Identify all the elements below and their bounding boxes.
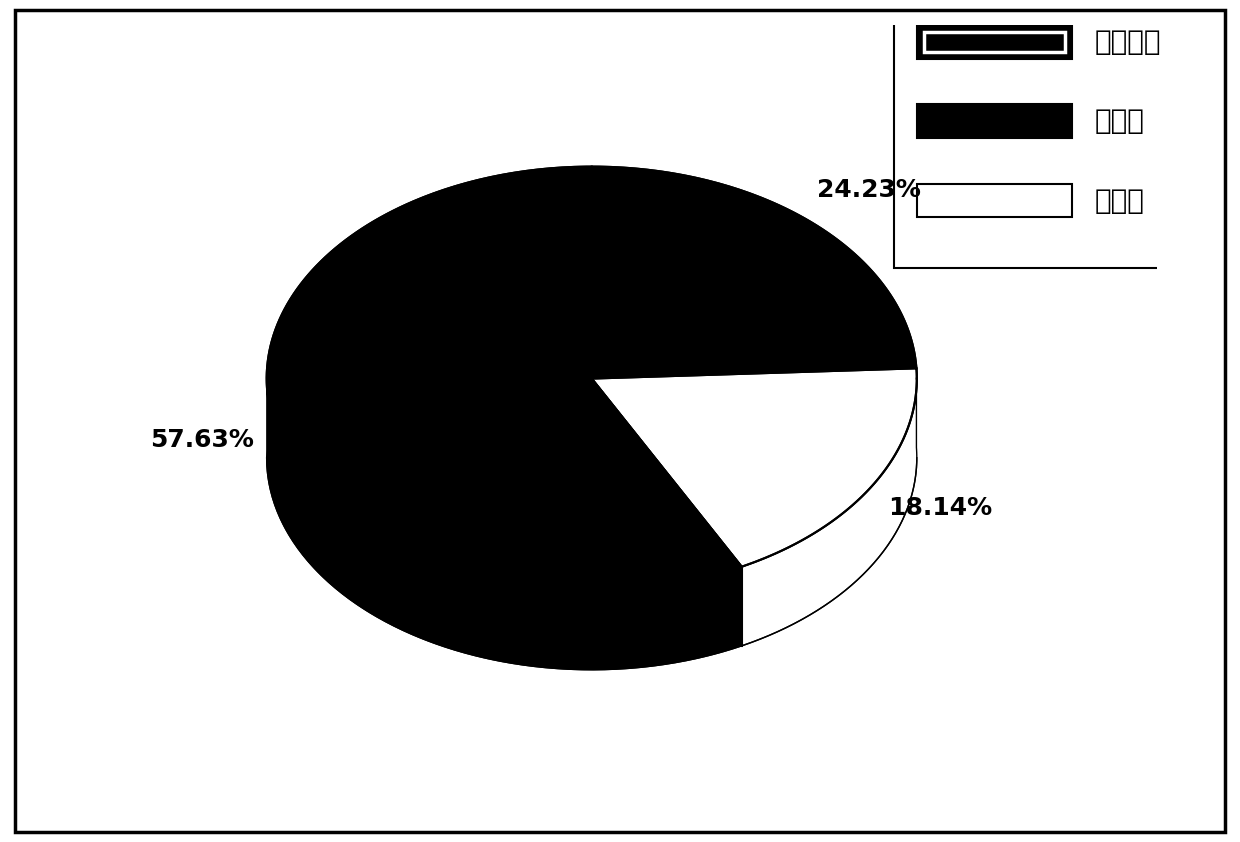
Polygon shape: [591, 368, 916, 567]
Text: 细胞器: 细胞器: [1095, 108, 1145, 136]
Text: 57.63%: 57.63%: [150, 429, 254, 452]
Text: 24.23%: 24.23%: [817, 179, 920, 202]
Polygon shape: [267, 167, 742, 590]
Polygon shape: [591, 167, 916, 379]
Bar: [916, 184, 1073, 217]
Bar: [894, 6, 1204, 269]
Polygon shape: [267, 371, 742, 669]
Bar: [916, 25, 1073, 59]
Bar: [916, 104, 1073, 138]
Bar: [924, 32, 1065, 52]
Text: 18.14%: 18.14%: [888, 496, 992, 520]
Polygon shape: [742, 368, 916, 646]
Text: 细胞溶质: 细胞溶质: [1095, 29, 1162, 56]
Text: 细胞壁: 细胞壁: [1095, 187, 1145, 215]
